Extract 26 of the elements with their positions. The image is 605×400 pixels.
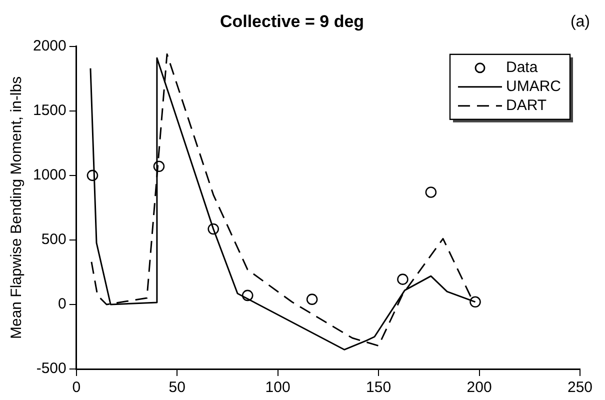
legend-label: Data	[506, 59, 538, 76]
point	[397, 274, 408, 285]
text: (a)	[570, 13, 590, 30]
y-tick-label: 1000	[32, 166, 66, 184]
point	[470, 296, 481, 308]
point	[208, 223, 220, 235]
x-tick-label: 200	[466, 379, 492, 396]
point	[153, 160, 165, 172]
point	[242, 290, 254, 302]
point	[86, 170, 98, 182]
x-tick-label: 250	[567, 379, 593, 396]
legend-label: UMARC	[506, 78, 562, 96]
y-tick-label: 0	[58, 296, 66, 313]
chart-title: Collective = 9 deg	[220, 12, 364, 31]
point	[425, 186, 437, 198]
x-tick-label: 150	[366, 379, 392, 396]
x-tick-label: 50	[168, 379, 186, 396]
y-axis-title: Mean Flapwise Bending Moment, in-lbs	[8, 76, 26, 340]
point	[306, 294, 318, 305]
x-tick-label: 100	[265, 379, 290, 396]
x-tick-label: 0	[72, 379, 81, 396]
y-tick-label: -500	[36, 360, 66, 378]
y-tick-label: 500	[41, 231, 66, 248]
legend-label: DART	[506, 97, 547, 114]
y-tick-label: 2000	[32, 38, 66, 55]
y-tick-label: 1500	[32, 102, 66, 120]
